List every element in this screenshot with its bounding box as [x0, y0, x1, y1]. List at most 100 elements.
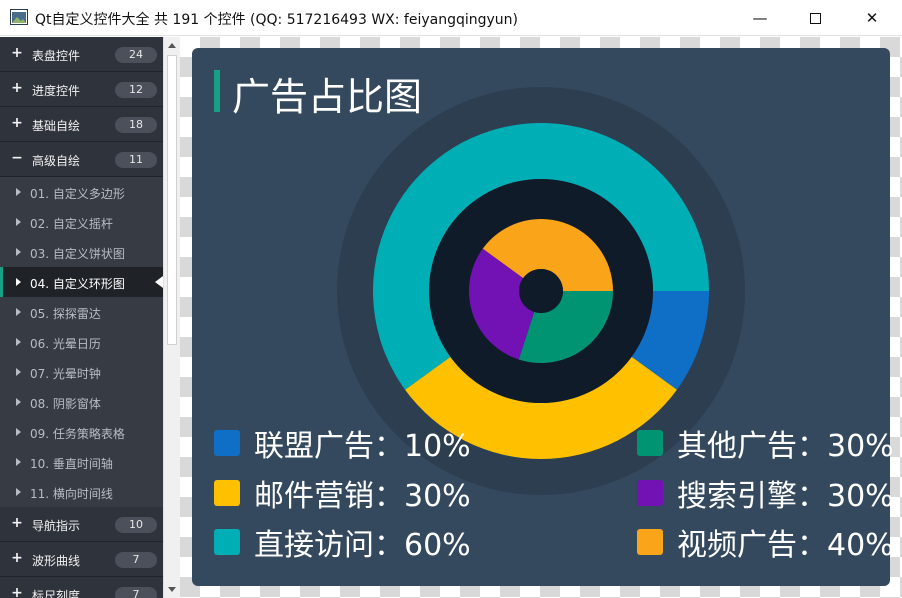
sidebar-group-label: 波形曲线	[32, 554, 81, 568]
sidebar-sub-item-label: 09. 任务策略表格	[30, 427, 125, 441]
arrow-right-icon	[16, 398, 21, 406]
legend-swatch	[637, 529, 663, 555]
sidebar-sub-item[interactable]: 03. 自定义饼状图	[0, 237, 163, 267]
legend-swatch	[637, 480, 663, 506]
sidebar-sub-item-label: 11. 横向时间线	[30, 487, 113, 501]
sidebar: + 表盘控件 24 + 进度控件 12 + 基础自绘 18 − 高级自绘 11 …	[0, 37, 163, 598]
legend-label: 视频广告：40%	[677, 528, 894, 563]
sidebar-sub-item[interactable]: 05. 探探雷达	[0, 297, 163, 327]
sidebar-sub-item-label: 07. 光晕时钟	[30, 367, 101, 381]
arrow-right-icon	[16, 218, 21, 226]
count-badge: 24	[115, 47, 157, 63]
sidebar-sub-item-label: 02. 自定义摇杆	[30, 217, 113, 231]
count-badge: 10	[115, 517, 157, 533]
close-button[interactable]: ✕	[849, 0, 895, 36]
arrow-right-icon	[16, 458, 21, 466]
window-title: Qt自定义控件大全 共 191 个控件 (QQ: 517216493 WX: f…	[35, 12, 518, 28]
sidebar-sub-list: 01. 自定义多边形 02. 自定义摇杆 03. 自定义饼状图 04. 自定义环形图 0…	[0, 177, 163, 507]
arrow-right-icon	[16, 488, 21, 496]
ring-chart-panel: 广告占比图 联盟广告：10% 其他广告：30% 邮件营销：30% 搜索引擎：30% 直接…	[192, 48, 894, 586]
arrow-right-icon	[16, 338, 21, 346]
collapse-icon: −	[11, 150, 23, 166]
legend-item: 视频广告：40%	[637, 522, 894, 563]
legend-swatch	[214, 430, 240, 456]
sidebar-sub-item[interactable]: 09. 任务策略表格	[0, 417, 163, 447]
sidebar-sub-item[interactable]: 07. 光晕时钟	[0, 357, 163, 387]
arrow-right-icon	[16, 368, 21, 376]
outer-ring-segment	[631, 291, 709, 390]
legend-item: 邮件营销：30%	[214, 473, 471, 514]
legend-item: 联盟广告：10%	[214, 423, 471, 464]
minimize-icon: —	[752, 9, 768, 27]
count-badge: 12	[115, 82, 157, 98]
arrow-right-icon	[16, 188, 21, 196]
expand-icon: +	[11, 550, 23, 566]
sidebar-group-dial[interactable]: + 表盘控件 24	[0, 37, 163, 72]
legend-swatch	[214, 480, 240, 506]
minimize-button[interactable]: —	[737, 0, 783, 36]
sidebar-sub-item[interactable]: 01. 自定义多边形	[0, 177, 163, 207]
count-badge: 7	[115, 587, 157, 598]
sidebar-group-label: 进度控件	[32, 84, 81, 98]
maximize-icon	[809, 12, 821, 24]
sidebar-sub-item-label: 05. 探探雷达	[30, 307, 101, 321]
close-icon: ✕	[865, 9, 879, 27]
inner-ring-segment	[469, 248, 535, 360]
inner-ring-segment	[518, 291, 613, 363]
title-accent-bar	[214, 70, 220, 112]
title-bar: Qt自定义控件大全 共 191 个控件 (QQ: 517216493 WX: f…	[0, 0, 902, 36]
sidebar-group-ruler[interactable]: + 标尺刻度 7	[0, 577, 163, 598]
sidebar-sub-item[interactable]: 11. 横向时间线	[0, 477, 163, 507]
outer-ring-segment	[405, 356, 677, 460]
count-badge: 7	[115, 552, 157, 568]
sidebar-group-advanced-draw[interactable]: − 高级自绘 11	[0, 142, 163, 177]
sidebar-sub-item[interactable]: 02. 自定义摇杆	[0, 207, 163, 237]
legend-label: 联盟广告：10%	[254, 429, 471, 464]
count-badge: 18	[115, 117, 157, 133]
app-icon	[10, 9, 28, 25]
maximize-button[interactable]	[792, 0, 838, 36]
scroll-thumb[interactable]	[167, 55, 177, 345]
sidebar-group-label: 表盘控件	[32, 49, 81, 63]
count-badge: 11	[115, 152, 157, 168]
legend-label: 搜索引擎：30%	[677, 479, 894, 514]
sidebar-group-label: 导航指示	[32, 519, 81, 533]
sidebar-group-progress[interactable]: + 进度控件 12	[0, 72, 163, 107]
sidebar-sub-item-label: 03. 自定义饼状图	[30, 247, 125, 261]
legend-swatch	[637, 430, 663, 456]
sidebar-sub-item-label: 04. 自定义环形图	[30, 277, 125, 291]
center-hole	[519, 269, 563, 313]
active-pointer-icon	[155, 276, 163, 288]
sidebar-group-label: 高级自绘	[32, 154, 81, 168]
scroll-up-icon[interactable]	[168, 43, 176, 48]
expand-icon: +	[11, 45, 23, 61]
outer-ring-segment	[373, 122, 709, 390]
expand-icon: +	[11, 115, 23, 131]
sidebar-sub-item-label: 08. 阴影窗体	[30, 397, 101, 411]
sidebar-scrollbar[interactable]	[163, 37, 180, 598]
sidebar-group-nav-indicator[interactable]: + 导航指示 10	[0, 507, 163, 542]
sidebar-group-basic-draw[interactable]: + 基础自绘 18	[0, 107, 163, 142]
legend-item: 直接访问：60%	[214, 522, 471, 563]
chart-title: 广告占比图	[232, 75, 423, 119]
expand-icon: +	[11, 515, 23, 531]
sidebar-group-label: 基础自绘	[32, 119, 81, 133]
sidebar-sub-item[interactable]: 04. 自定义环形图	[0, 267, 163, 297]
scroll-down-icon[interactable]	[168, 587, 176, 592]
sidebar-group-wave-curve[interactable]: + 波形曲线 7	[0, 542, 163, 577]
legend-label: 直接访问：60%	[254, 528, 471, 563]
ring-chart	[337, 87, 745, 495]
legend-label: 邮件营销：30%	[254, 479, 471, 514]
sidebar-sub-item-label: 10. 垂直时间轴	[30, 457, 113, 471]
arrow-right-icon	[16, 428, 21, 436]
expand-icon: +	[11, 80, 23, 96]
expand-icon: +	[11, 585, 23, 598]
sidebar-sub-item[interactable]: 06. 光晕日历	[0, 327, 163, 357]
inner-ring-segment	[482, 218, 613, 291]
arrow-right-icon	[16, 248, 21, 256]
sidebar-sub-item[interactable]: 08. 阴影窗体	[0, 387, 163, 417]
sidebar-sub-item-label: 06. 光晕日历	[30, 337, 101, 351]
sidebar-sub-item[interactable]: 10. 垂直时间轴	[0, 447, 163, 477]
legend-label: 其他广告：30%	[677, 429, 894, 464]
legend-item: 搜索引擎：30%	[637, 473, 894, 514]
